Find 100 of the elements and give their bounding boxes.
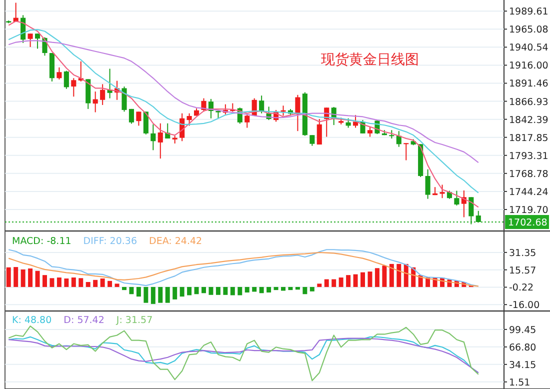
- bar: [136, 286, 141, 297]
- bar: [382, 266, 387, 287]
- candlestick: [404, 142, 409, 161]
- bar: [100, 278, 105, 287]
- bar: [71, 278, 76, 287]
- bar: [216, 286, 220, 295]
- y-tick-label: 15.57: [509, 265, 536, 276]
- candlestick: [150, 124, 156, 151]
- candlestick: [425, 168, 430, 200]
- bar: [310, 286, 314, 292]
- candlestick: [56, 66, 62, 80]
- candlestick: [64, 70, 69, 90]
- bar: [144, 286, 148, 303]
- candlestick: [28, 33, 33, 48]
- ref-line-label: 1702.68: [508, 218, 548, 229]
- bar: [56, 278, 62, 287]
- bar: [172, 286, 178, 300]
- bar: [295, 286, 300, 290]
- bar: [302, 286, 308, 294]
- bar: [202, 286, 206, 294]
- bar: [158, 286, 163, 303]
- candlestick: [128, 108, 134, 124]
- bar: [404, 264, 408, 287]
- text: DIFF: 20.36: [83, 236, 138, 247]
- bar: [129, 286, 134, 294]
- series-label: K: 48.80: [12, 315, 52, 326]
- y-tick-label: 1916.00: [509, 60, 548, 72]
- y-tick-label: 31.35: [509, 248, 536, 259]
- candlestick: [346, 118, 351, 128]
- bar: [266, 286, 272, 292]
- bar: [338, 278, 344, 287]
- y-tick-label: 1.51: [509, 377, 530, 388]
- line-series: [8, 325, 479, 382]
- bar: [244, 286, 250, 292]
- y-tick-label: -0.22: [509, 282, 534, 294]
- y-tick-label: 1793.31: [509, 150, 548, 162]
- bar: [230, 286, 235, 296]
- bar: [50, 278, 54, 287]
- bar: [396, 264, 402, 287]
- candlestick: [310, 134, 315, 146]
- bar: [281, 286, 286, 291]
- candlestick: [158, 122, 163, 160]
- bar: [252, 286, 257, 292]
- y-tick-label: 66.80: [509, 342, 536, 354]
- bar: [346, 275, 351, 287]
- series-label: DEA: 24.42: [149, 236, 202, 247]
- y-tick-label: 1744.24: [509, 186, 548, 198]
- y-tick-label: 1817.85: [509, 132, 548, 144]
- bar: [86, 282, 90, 287]
- y-tick-label: 1965.08: [509, 24, 548, 36]
- candlestick: [244, 114, 250, 128]
- bar: [93, 280, 98, 287]
- bar: [180, 286, 184, 297]
- bar: [368, 272, 372, 287]
- bar: [122, 286, 126, 290]
- y-tick-label: 1989.61: [509, 6, 548, 18]
- candlestick: [295, 94, 300, 132]
- bar: [64, 278, 69, 287]
- bar: [223, 286, 228, 295]
- bar: [324, 279, 329, 287]
- bar: [78, 278, 84, 287]
- candlestick: [201, 98, 206, 112]
- candlestick: [440, 184, 445, 199]
- y-tick-label: 1768.78: [509, 168, 548, 180]
- y-tick-label: 1891.46: [509, 78, 548, 90]
- candlestick: [352, 114, 358, 128]
- bar: [332, 279, 336, 287]
- candlestick: [143, 111, 148, 135]
- candlestick: [71, 78, 76, 98]
- bar: [208, 286, 214, 295]
- bar: [374, 268, 380, 287]
- bar: [360, 272, 365, 287]
- candlestick: [186, 112, 192, 126]
- candlestick: [122, 86, 127, 112]
- bar: [42, 275, 47, 287]
- bar: [150, 286, 156, 304]
- candlestick: [34, 33, 40, 50]
- bar: [108, 280, 112, 287]
- series-label: J: 31.57: [115, 315, 153, 326]
- y-tick-label: -16.00: [509, 300, 540, 312]
- bar: [259, 286, 264, 294]
- candlestick: [367, 126, 373, 138]
- candlestick: [92, 91, 98, 113]
- bar: [28, 268, 33, 287]
- candlestick: [454, 190, 460, 206]
- bar: [14, 267, 18, 287]
- y-tick-label: 1719.70: [509, 204, 548, 216]
- y-tick-label: 99.45: [509, 324, 536, 336]
- candlestick: [100, 84, 106, 106]
- text: D: 57.42: [64, 315, 104, 326]
- bar: [20, 269, 26, 287]
- bar: [187, 286, 192, 296]
- text: MACD: -8.11: [12, 236, 72, 247]
- bar: [353, 274, 358, 287]
- y-tick-label: 1940.54: [509, 42, 548, 54]
- y-tick-label: 34.15: [509, 360, 536, 371]
- bar: [165, 286, 170, 303]
- y-tick-label: 1842.39: [509, 114, 548, 126]
- bar: [6, 267, 11, 287]
- bar: [389, 264, 394, 287]
